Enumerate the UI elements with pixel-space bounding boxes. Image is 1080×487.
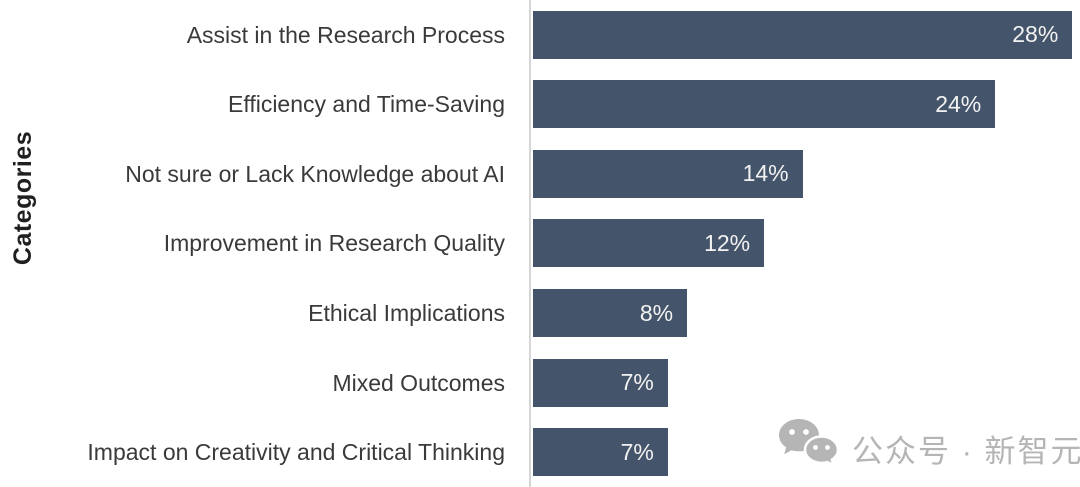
bar: 12% bbox=[533, 219, 765, 268]
watermark: 公众号 · 新智元 bbox=[778, 418, 1080, 478]
chart-row: Not sure or Lack Knowledge about AI 14% bbox=[0, 139, 1080, 209]
bar-value-label: 7% bbox=[620, 369, 654, 396]
bar-value-label: 24% bbox=[935, 90, 982, 117]
bar: 7% bbox=[533, 358, 668, 407]
bar-track: 8% bbox=[533, 289, 1080, 338]
bar-track: 12% bbox=[533, 219, 1080, 268]
bar-track: 28% bbox=[533, 10, 1080, 59]
bar: 14% bbox=[533, 149, 803, 198]
bar-track: 7% bbox=[533, 358, 1080, 407]
category-label: Mixed Outcomes bbox=[332, 369, 505, 396]
category-label: Not sure or Lack Knowledge about AI bbox=[125, 160, 505, 187]
bar-value-label: 14% bbox=[742, 160, 789, 187]
chart-row: Impact on Creativity and Critical Thinki… bbox=[0, 417, 1080, 487]
chart-row: Efficiency and Time-Saving 24% bbox=[0, 70, 1080, 140]
category-label: Ethical Implications bbox=[308, 299, 505, 326]
y-axis-line bbox=[529, 0, 531, 487]
chart-row: Improvement in Research Quality 12% bbox=[0, 209, 1080, 279]
bar-track: 14% bbox=[533, 149, 1080, 198]
bar-value-label: 28% bbox=[1012, 21, 1059, 48]
category-label: Assist in the Research Process bbox=[186, 21, 505, 48]
bar: 7% bbox=[533, 428, 668, 477]
bar: 8% bbox=[533, 289, 688, 338]
chart-row: Ethical Implications 8% bbox=[0, 278, 1080, 348]
chart-row: Assist in the Research Process 28% bbox=[0, 0, 1080, 70]
bar-track: 24% bbox=[533, 80, 1080, 129]
category-label: Impact on Creativity and Critical Thinki… bbox=[87, 439, 505, 466]
bar-track: 7% bbox=[533, 428, 1080, 477]
chart-row: Mixed Outcomes 7% bbox=[0, 348, 1080, 418]
bar: 28% bbox=[533, 10, 1073, 59]
wechat-icon bbox=[778, 418, 840, 478]
category-label: Improvement in Research Quality bbox=[163, 230, 505, 257]
category-label: Efficiency and Time-Saving bbox=[228, 91, 505, 118]
bar-value-label: 7% bbox=[620, 438, 654, 465]
bar-value-label: 12% bbox=[704, 229, 751, 256]
bar-value-label: 8% bbox=[639, 299, 674, 326]
bar: 24% bbox=[533, 80, 996, 129]
watermark-text: 公众号 · 新智元 bbox=[852, 433, 1080, 469]
